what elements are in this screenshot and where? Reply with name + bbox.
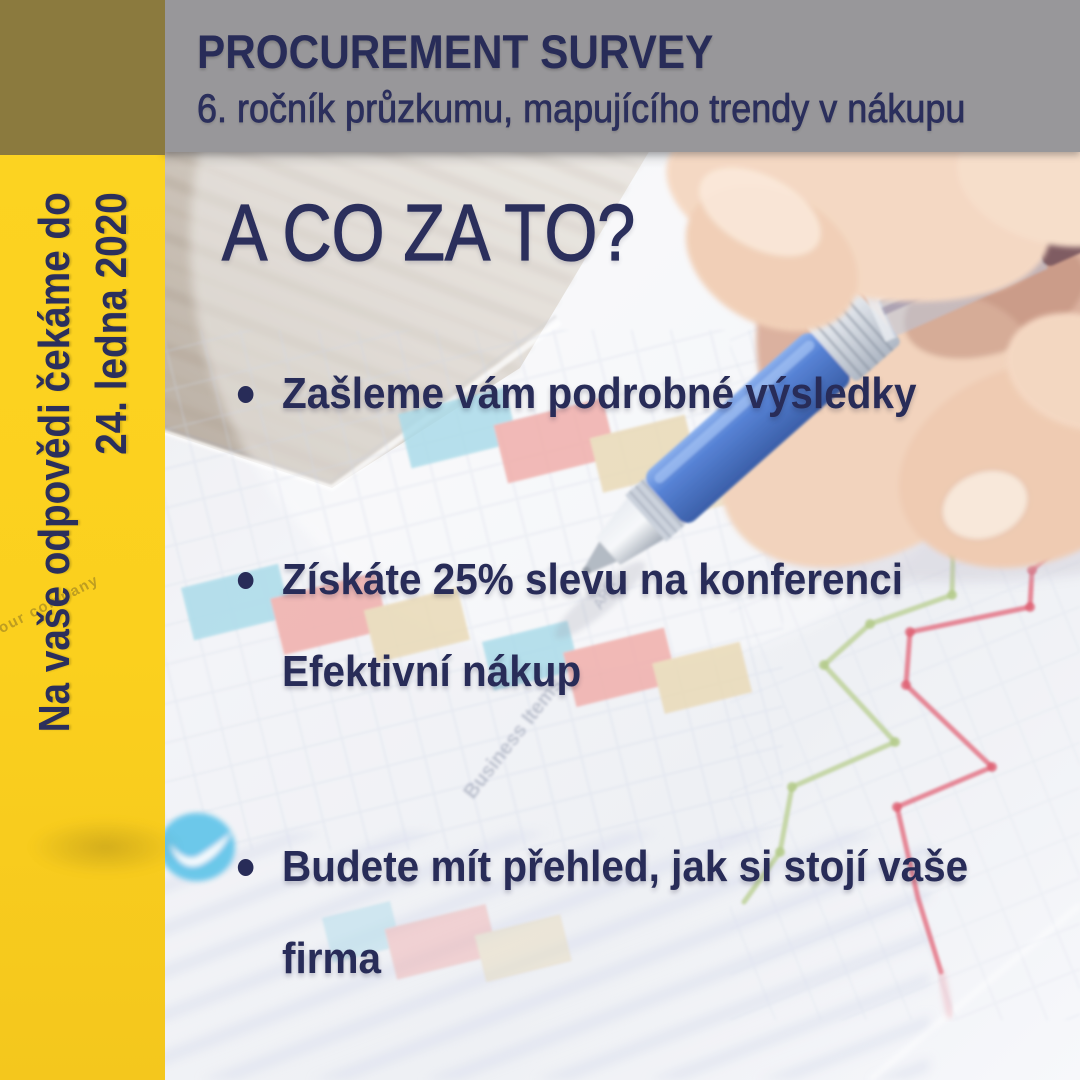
bar-chart-print: [181, 387, 925, 983]
logo-stamp-icon: [159, 813, 235, 881]
ribbon-smudge: [28, 818, 183, 876]
banner-subtitle: 6. ročník průzkumu, mapujícího trendy v …: [197, 87, 966, 132]
corner-square: [0, 0, 165, 155]
deadline-line-2: 24. ledna 2020: [86, 192, 136, 455]
header-banner: PROCUREMENT SURVEY 6. ročník průzkumu, m…: [163, 0, 1080, 152]
side-ribbon: your company Na vaše odpovědi čekáme do …: [0, 0, 183, 1080]
banner-title: PROCUREMENT SURVEY: [197, 25, 714, 78]
deadline-line-1: Na vaše odpovědi čekáme do: [29, 192, 79, 733]
deadline-text: Na vaše odpovědi čekáme do 24. ledna 202…: [25, 187, 139, 737]
pen: [554, 104, 1080, 639]
fingers-over-pen: [666, 104, 1080, 431]
